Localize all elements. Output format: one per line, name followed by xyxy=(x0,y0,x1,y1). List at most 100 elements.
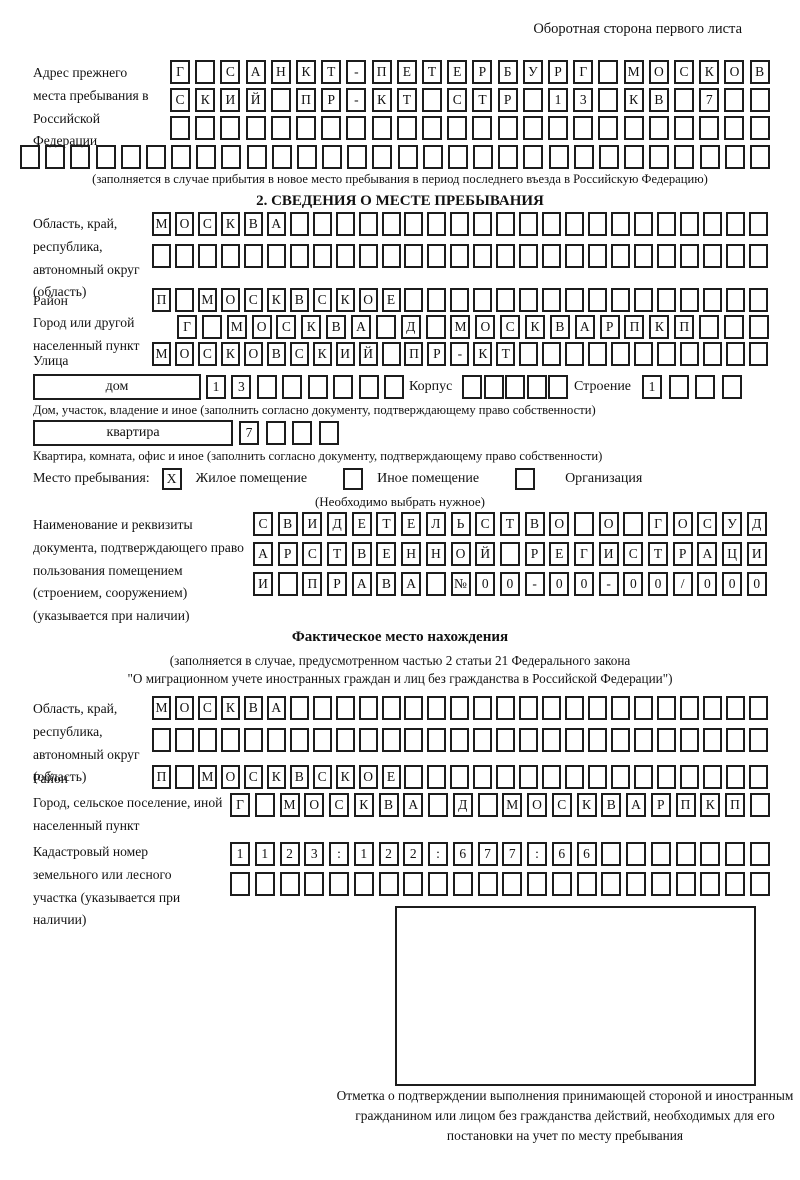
char-cell[interactable]: М xyxy=(623,60,644,84)
char-cell[interactable] xyxy=(174,288,194,312)
char-cell[interactable] xyxy=(656,342,676,366)
char-cell[interactable] xyxy=(289,696,309,720)
char-cell[interactable] xyxy=(679,244,699,268)
char-cell[interactable]: Н xyxy=(425,542,446,566)
char-cell[interactable]: А xyxy=(266,696,286,720)
char-cell[interactable] xyxy=(170,116,190,140)
char-cell[interactable] xyxy=(450,212,470,236)
char-cell[interactable] xyxy=(292,421,313,445)
char-cell[interactable] xyxy=(450,244,470,268)
char-cell[interactable]: Т xyxy=(321,60,342,84)
char-cell[interactable]: В xyxy=(749,60,770,84)
char-cell[interactable] xyxy=(502,872,523,896)
char-cell[interactable] xyxy=(548,116,569,140)
char-cell[interactable] xyxy=(254,872,275,896)
char-cell[interactable]: О xyxy=(598,512,619,536)
char-cell[interactable]: Т xyxy=(499,512,520,536)
char-cell[interactable] xyxy=(588,696,608,720)
char-cell[interactable]: А xyxy=(253,542,273,566)
char-cell[interactable] xyxy=(450,765,470,789)
char-cell[interactable] xyxy=(519,244,539,268)
char-cell[interactable]: 0 xyxy=(499,572,520,596)
char-cell[interactable]: Т xyxy=(648,542,668,566)
char-cell[interactable]: В xyxy=(351,542,372,566)
char-cell[interactable]: - xyxy=(346,88,367,112)
char-cell[interactable] xyxy=(699,315,720,339)
char-cell[interactable] xyxy=(477,793,498,817)
char-cell[interactable] xyxy=(611,696,631,720)
char-cell[interactable] xyxy=(473,728,493,752)
char-cell[interactable] xyxy=(611,342,631,366)
char-cell[interactable]: Й xyxy=(475,542,496,566)
char-cell[interactable]: 7 xyxy=(502,842,523,866)
char-cell[interactable] xyxy=(700,872,721,896)
char-cell[interactable] xyxy=(699,145,720,169)
char-cell[interactable] xyxy=(749,88,770,112)
char-cell[interactable] xyxy=(289,244,309,268)
char-cell[interactable] xyxy=(519,696,539,720)
char-cell[interactable]: М xyxy=(152,212,171,236)
char-cell[interactable] xyxy=(243,728,263,752)
char-cell[interactable]: 0 xyxy=(623,572,644,596)
char-cell[interactable] xyxy=(335,244,355,268)
char-cell[interactable] xyxy=(748,728,768,752)
char-cell[interactable]: К xyxy=(335,288,355,312)
char-cell[interactable] xyxy=(725,342,745,366)
char-cell[interactable] xyxy=(522,88,543,112)
char-cell[interactable] xyxy=(473,212,493,236)
char-cell[interactable]: 0 xyxy=(549,572,570,596)
char-cell[interactable]: 1 xyxy=(230,842,250,866)
char-cell[interactable] xyxy=(551,872,572,896)
char-cell[interactable]: С xyxy=(276,315,297,339)
char-cell[interactable]: О xyxy=(304,793,325,817)
char-cell[interactable]: О xyxy=(358,765,378,789)
char-cell[interactable]: А xyxy=(574,315,595,339)
char-cell[interactable] xyxy=(427,244,447,268)
char-cell[interactable]: Е xyxy=(447,60,468,84)
char-cell[interactable]: О xyxy=(527,793,547,817)
char-cell[interactable] xyxy=(573,145,594,169)
char-cell[interactable] xyxy=(197,728,217,752)
char-cell[interactable]: А xyxy=(401,572,422,596)
char-cell[interactable]: Т xyxy=(327,542,348,566)
char-cell[interactable] xyxy=(542,728,562,752)
char-cell[interactable] xyxy=(279,872,300,896)
char-cell[interactable] xyxy=(598,116,619,140)
char-cell[interactable]: С xyxy=(551,793,572,817)
char-cell[interactable]: С xyxy=(623,542,644,566)
char-cell[interactable] xyxy=(573,116,594,140)
char-cell[interactable] xyxy=(725,872,745,896)
char-cell[interactable] xyxy=(611,244,631,268)
char-cell[interactable]: К xyxy=(266,765,286,789)
char-cell[interactable] xyxy=(396,116,417,140)
char-cell[interactable] xyxy=(634,728,654,752)
char-cell[interactable]: С xyxy=(243,765,263,789)
char-cell[interactable]: К xyxy=(220,342,240,366)
char-cell[interactable]: И xyxy=(598,542,619,566)
char-cell[interactable]: 2 xyxy=(279,842,300,866)
char-cell[interactable] xyxy=(271,145,292,169)
char-cell[interactable]: В xyxy=(243,212,263,236)
char-cell[interactable] xyxy=(598,60,619,84)
char-cell[interactable] xyxy=(656,244,676,268)
char-cell[interactable] xyxy=(749,842,770,866)
char-cell[interactable]: М xyxy=(197,765,217,789)
char-cell[interactable]: В xyxy=(326,315,347,339)
char-cell[interactable]: С xyxy=(500,315,521,339)
char-cell[interactable]: С xyxy=(289,342,309,366)
char-cell[interactable] xyxy=(270,116,291,140)
char-cell[interactable]: 7 xyxy=(699,88,720,112)
char-cell[interactable]: В xyxy=(549,315,570,339)
char-cell[interactable] xyxy=(335,728,355,752)
char-cell[interactable]: О xyxy=(358,288,378,312)
char-cell[interactable] xyxy=(679,728,699,752)
char-cell[interactable] xyxy=(335,696,355,720)
char-cell[interactable]: К xyxy=(371,88,392,112)
char-cell[interactable]: М xyxy=(502,793,523,817)
char-cell[interactable]: К xyxy=(220,696,240,720)
char-cell[interactable] xyxy=(702,212,722,236)
char-cell[interactable]: Р xyxy=(472,60,493,84)
char-cell[interactable] xyxy=(656,696,676,720)
char-cell[interactable]: К xyxy=(296,60,317,84)
char-cell[interactable]: В xyxy=(376,572,397,596)
